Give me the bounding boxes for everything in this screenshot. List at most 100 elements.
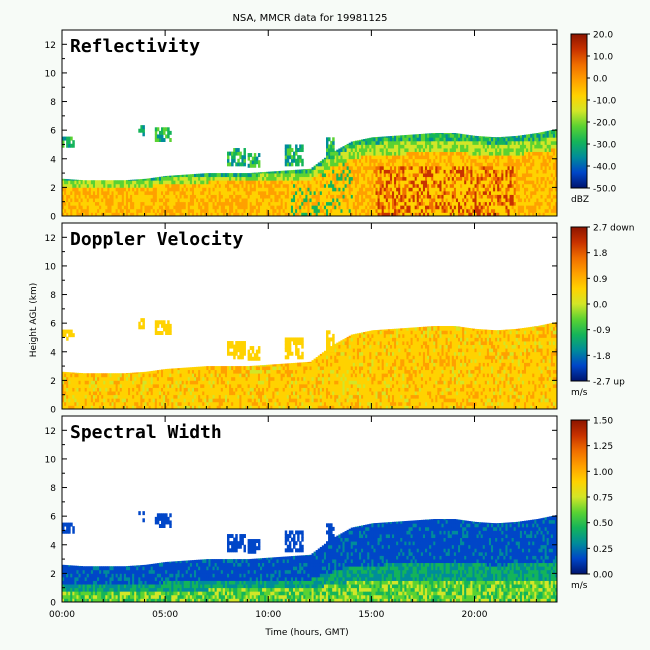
data-cell bbox=[422, 140, 426, 145]
data-cell bbox=[255, 156, 259, 161]
data-cell bbox=[359, 148, 362, 153]
data-cell bbox=[439, 151, 442, 156]
data-cell bbox=[150, 194, 154, 199]
data-cell bbox=[158, 190, 162, 195]
data-cell bbox=[420, 158, 424, 163]
data-cell bbox=[363, 201, 366, 206]
data-cell bbox=[400, 176, 403, 181]
data-cell bbox=[97, 194, 100, 199]
data-cell bbox=[389, 173, 393, 178]
data-cell bbox=[109, 180, 112, 185]
data-cell bbox=[379, 176, 383, 181]
data-cell bbox=[342, 165, 345, 170]
data-cell bbox=[167, 212, 170, 217]
data-cell bbox=[402, 151, 405, 156]
data-cell bbox=[247, 198, 251, 203]
data-cell bbox=[418, 165, 422, 170]
data-cell bbox=[88, 180, 92, 185]
data-cell bbox=[381, 183, 385, 188]
data-cell bbox=[350, 162, 354, 167]
data-cell bbox=[80, 180, 84, 185]
data-cell bbox=[427, 190, 430, 195]
data-cell bbox=[78, 179, 81, 181]
data-cell bbox=[290, 170, 294, 174]
data-cell bbox=[323, 183, 327, 188]
data-cell bbox=[359, 205, 362, 210]
data-cell bbox=[365, 169, 368, 174]
data-cell bbox=[359, 198, 362, 203]
data-cell bbox=[398, 208, 401, 213]
data-cell bbox=[400, 155, 403, 160]
data-cell bbox=[344, 165, 348, 170]
data-cell bbox=[387, 162, 391, 167]
data-cell bbox=[293, 205, 296, 210]
data-cell bbox=[210, 190, 213, 195]
data-cell bbox=[268, 176, 271, 181]
data-cell bbox=[361, 155, 364, 160]
data-cell bbox=[222, 198, 226, 203]
data-cell bbox=[255, 201, 259, 206]
data-cell bbox=[189, 194, 193, 199]
data-cell bbox=[319, 162, 323, 167]
data-cell bbox=[284, 198, 288, 203]
data-cell bbox=[344, 169, 348, 174]
data-cell bbox=[95, 198, 98, 203]
data-cell bbox=[241, 198, 244, 203]
data-cell bbox=[158, 212, 162, 217]
data-cell bbox=[105, 194, 108, 199]
data-cell bbox=[420, 176, 424, 181]
data-cell bbox=[406, 162, 409, 167]
data-cell bbox=[416, 190, 420, 195]
data-cell bbox=[422, 151, 426, 156]
data-cell bbox=[255, 187, 259, 192]
data-cell bbox=[330, 198, 333, 203]
data-cell bbox=[257, 160, 261, 165]
data-cell bbox=[243, 194, 246, 199]
data-cell bbox=[196, 208, 199, 213]
data-cell bbox=[237, 205, 240, 210]
data-cell bbox=[123, 187, 127, 192]
data-cell bbox=[392, 155, 395, 160]
data-cell bbox=[97, 205, 100, 210]
data-cell bbox=[375, 187, 378, 192]
data-cell bbox=[249, 194, 253, 199]
data-cell bbox=[270, 205, 273, 210]
data-cell bbox=[315, 165, 319, 170]
data-cell bbox=[187, 201, 191, 206]
data-cell bbox=[99, 212, 102, 217]
data-cell bbox=[342, 169, 345, 174]
data-cell bbox=[429, 155, 432, 160]
data-cell bbox=[125, 183, 129, 188]
data-cell bbox=[90, 194, 94, 199]
data-cell bbox=[330, 162, 333, 167]
data-cell bbox=[191, 201, 195, 206]
data-cell bbox=[359, 208, 362, 213]
data-cell bbox=[293, 173, 296, 178]
data-cell bbox=[330, 208, 333, 213]
data-cell bbox=[86, 205, 90, 210]
data-cell bbox=[146, 212, 150, 217]
data-cell bbox=[260, 183, 263, 188]
data-cell bbox=[233, 173, 236, 178]
data-cell bbox=[293, 176, 296, 181]
data-cell bbox=[301, 169, 304, 170]
data-cell bbox=[394, 135, 397, 138]
data-cell bbox=[321, 180, 325, 185]
data-cell bbox=[445, 212, 449, 217]
data-cell bbox=[437, 158, 440, 163]
data-cell bbox=[251, 212, 255, 217]
data-cell bbox=[359, 212, 362, 217]
data-cell bbox=[278, 170, 282, 174]
data-cell bbox=[276, 171, 279, 174]
data-cell bbox=[204, 201, 207, 206]
data-cell bbox=[402, 155, 405, 160]
data-cell bbox=[326, 158, 329, 163]
data-cell bbox=[253, 176, 257, 181]
data-cell bbox=[156, 183, 160, 188]
data-cell bbox=[330, 173, 333, 178]
data-cell bbox=[400, 169, 403, 174]
data-cell bbox=[367, 140, 370, 145]
data-cell bbox=[179, 201, 183, 206]
data-cell bbox=[352, 176, 356, 181]
data-cell bbox=[175, 198, 178, 203]
